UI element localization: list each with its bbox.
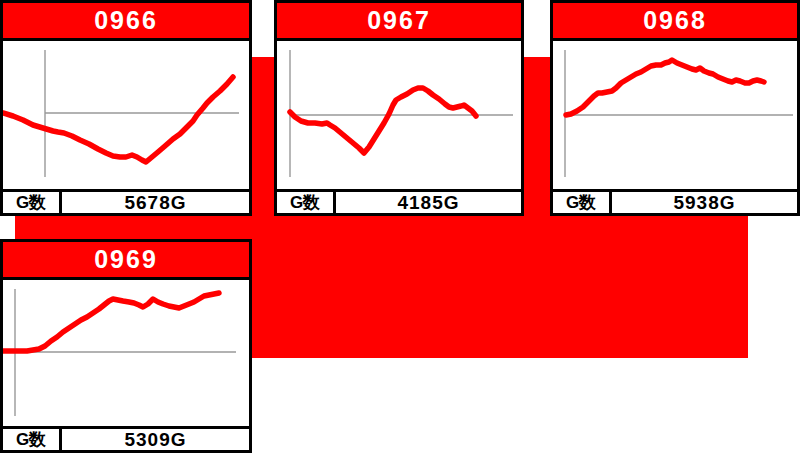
g-count-label: G数: [3, 192, 62, 213]
machine-number: 0968: [643, 8, 707, 33]
machine-number: 0967: [367, 8, 431, 33]
machine-panel-0968[interactable]: 0968 G数 5938G: [550, 0, 800, 216]
machine-panel-0966[interactable]: 0966 G数 5678G: [0, 0, 252, 216]
payout-chart: [553, 41, 797, 189]
game-count-row: G数 5678G: [3, 189, 249, 213]
g-count-value: 5938G: [612, 192, 797, 213]
machine-number-header: 0967: [277, 3, 521, 41]
payout-chart: [3, 41, 249, 189]
game-count-row: G数 5938G: [553, 189, 797, 213]
machine-panel-0967[interactable]: 0967 G数 4185G: [274, 0, 524, 216]
payout-line-chart: [277, 41, 521, 189]
g-count-label: G数: [277, 192, 336, 213]
payout-line-chart: [3, 280, 249, 426]
g-count-label: G数: [553, 192, 612, 213]
machine-number: 0969: [94, 247, 158, 272]
machine-number-header: 0968: [553, 3, 797, 41]
machine-number-header: 0969: [3, 242, 249, 280]
g-count-value: 5678G: [62, 192, 249, 213]
machine-data-page: 0966 G数 5678G 0967 G数 4185G 0968 G数 5: [0, 0, 800, 455]
machine-number: 0966: [94, 8, 158, 33]
g-count-value: 4185G: [336, 192, 521, 213]
machine-panel-0969[interactable]: 0969 G数 5309G: [0, 239, 252, 453]
payout-line-chart: [553, 41, 797, 189]
g-count-label: G数: [3, 429, 62, 450]
payout-line-chart: [3, 41, 249, 189]
g-count-value: 5309G: [62, 429, 249, 450]
game-count-row: G数 4185G: [277, 189, 521, 213]
payout-chart: [3, 280, 249, 426]
game-count-row: G数 5309G: [3, 426, 249, 450]
payout-chart: [277, 41, 521, 189]
machine-number-header: 0966: [3, 3, 249, 41]
